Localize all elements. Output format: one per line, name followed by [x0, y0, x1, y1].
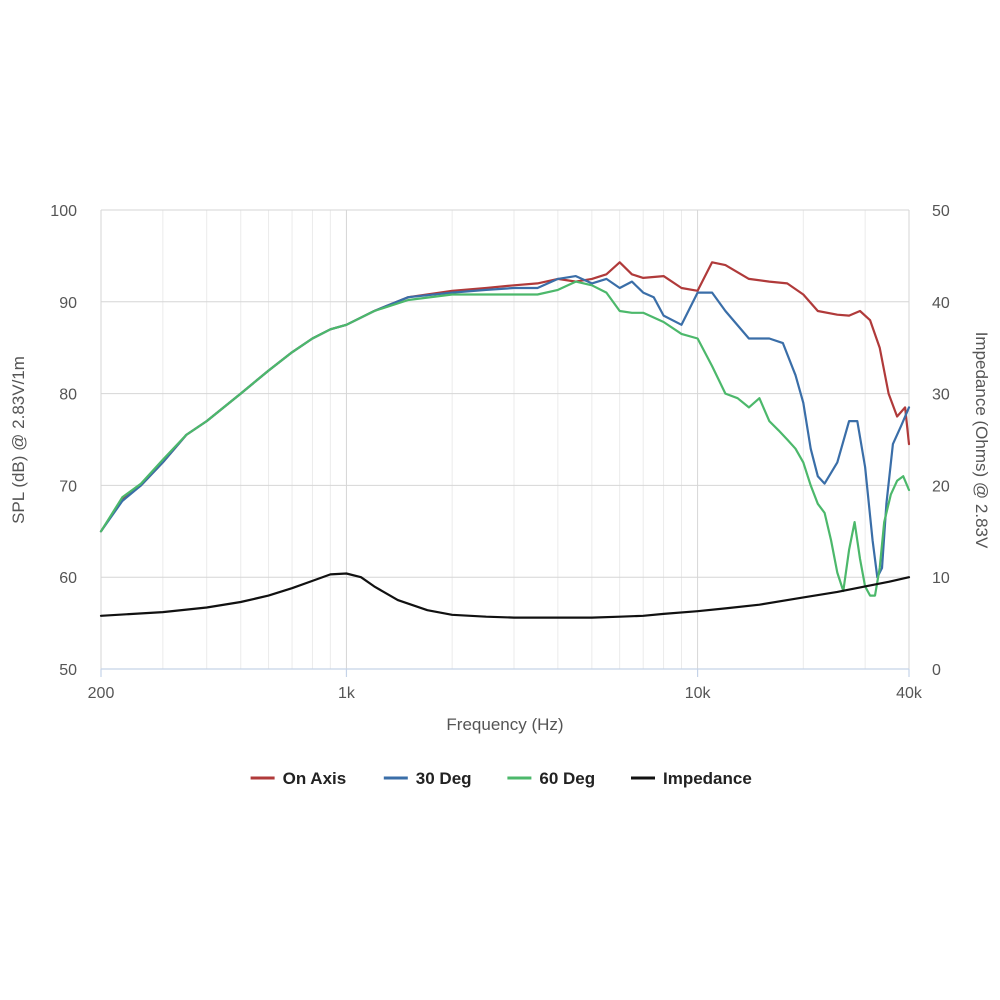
legend-item-impedance[interactable]: Impedance: [631, 769, 752, 788]
left-y-tick-label: 70: [59, 478, 77, 495]
right-y-tick-label: 10: [932, 570, 950, 587]
series-line-30-deg: [99, 275, 911, 579]
legend-item-30-deg[interactable]: 30 Deg: [383, 769, 472, 788]
x-tick-label: 1k: [338, 685, 356, 702]
legend-item-on-axis[interactable]: On Axis: [250, 769, 347, 788]
x-axis-title: Frequency (Hz): [446, 715, 563, 734]
legend-label: 30 Deg: [416, 769, 472, 788]
right-y-tick-label: 30: [932, 387, 950, 404]
tick-labels: 200 1k 10k 40k 50 60 70 80 90 100 0 10 20 30 40 50: [50, 203, 950, 702]
series-line-on-axis: [99, 261, 911, 533]
right-y-tick-label: 20: [932, 478, 950, 495]
left-y-tick-label: 100: [50, 203, 77, 220]
legend-label: 60 Deg: [539, 769, 595, 788]
right-y-tick-label: 0: [932, 662, 941, 679]
left-y-axis-title: SPL (dB) @ 2.83V/1m: [9, 356, 28, 524]
legend-item-60-deg[interactable]: 60 Deg: [507, 769, 595, 788]
left-y-tick-label: 50: [59, 662, 77, 679]
right-y-tick-label: 50: [932, 203, 950, 220]
left-y-tick-label: 90: [59, 295, 77, 312]
right-y-axis-title: Impedance (Ohms) @ 2.83V: [972, 332, 991, 549]
left-y-tick-label: 60: [59, 570, 77, 587]
right-y-tick-label: 40: [932, 295, 950, 312]
x-tick-label: 10k: [685, 685, 712, 702]
series-lines: [99, 261, 911, 619]
series-line-impedance: [99, 572, 911, 619]
series-line-60-deg: [99, 280, 911, 597]
left-y-tick-label: 80: [59, 387, 77, 404]
x-tick-label: 40k: [896, 685, 923, 702]
x-tick-label: 200: [88, 685, 115, 702]
legend-label: Impedance: [663, 769, 752, 788]
legend-label: On Axis: [283, 769, 347, 788]
legend: On Axis 30 Deg 60 Deg Impedance: [250, 769, 752, 788]
